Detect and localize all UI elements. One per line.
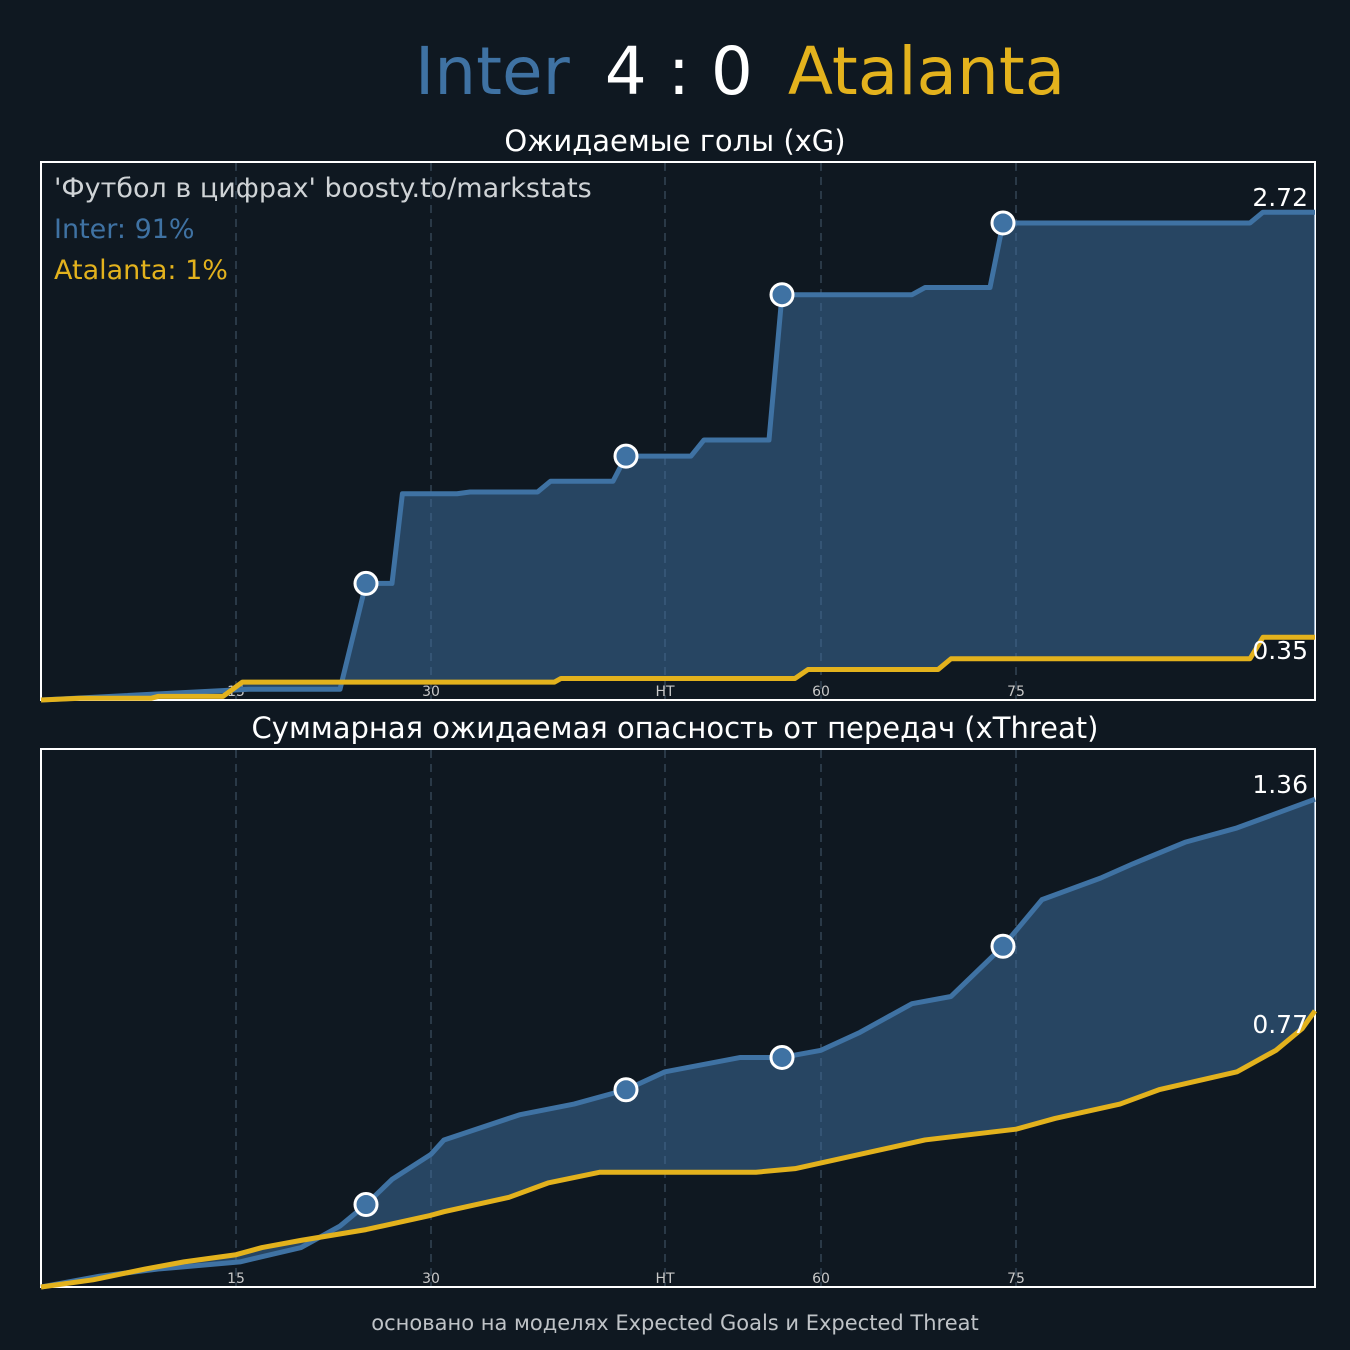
away-team: Atalanta: [788, 33, 1065, 110]
goal-marker: [990, 933, 1016, 959]
chart-title: Суммарная ожидаемая опасность от передач…: [252, 711, 1099, 745]
annotation: Atalanta: 1%: [54, 255, 228, 286]
area-between: [41, 799, 1315, 1287]
x-tick-label: 30: [422, 684, 440, 700]
x-tick-label: 75: [1007, 684, 1025, 700]
end-value-label: 0.77: [1252, 1010, 1308, 1039]
x-tick-label: 15: [227, 1271, 245, 1287]
score: 4 : 0: [605, 33, 753, 110]
x-tick-label: 60: [812, 1271, 830, 1287]
x-tick-label: 75: [1007, 1271, 1025, 1287]
x-tick-label: 60: [812, 684, 830, 700]
goal-marker: [613, 1077, 639, 1103]
footer: основано на моделях Expected Goals и Exp…: [371, 1311, 978, 1335]
goal-marker: [353, 1192, 379, 1218]
series-line: [40, 634, 1315, 703]
end-value-label: 2.72: [1252, 183, 1308, 212]
annotation: 'Футбол в цифрах' boosty.to/markstats: [54, 173, 592, 204]
goal-marker: [353, 570, 379, 596]
x-tick-label: 30: [422, 1271, 440, 1287]
end-value-label: 0.35: [1252, 636, 1308, 665]
annotation: Inter: 91%: [54, 214, 195, 245]
home-team: Inter: [415, 33, 571, 110]
end-value-label: 1.36: [1252, 770, 1308, 799]
goal-marker: [769, 1044, 795, 1070]
goal-marker: [613, 443, 639, 469]
match-header: Inter 4 : 0 Atalanta: [415, 33, 1065, 110]
chart-title: Ожидаемые голы (xG): [504, 124, 845, 158]
goal-marker: [769, 282, 795, 308]
x-tick-label: HT: [655, 1271, 675, 1287]
goal-marker: [990, 210, 1016, 236]
x-tick-label: HT: [655, 684, 675, 700]
series-line: [40, 1009, 1318, 1290]
